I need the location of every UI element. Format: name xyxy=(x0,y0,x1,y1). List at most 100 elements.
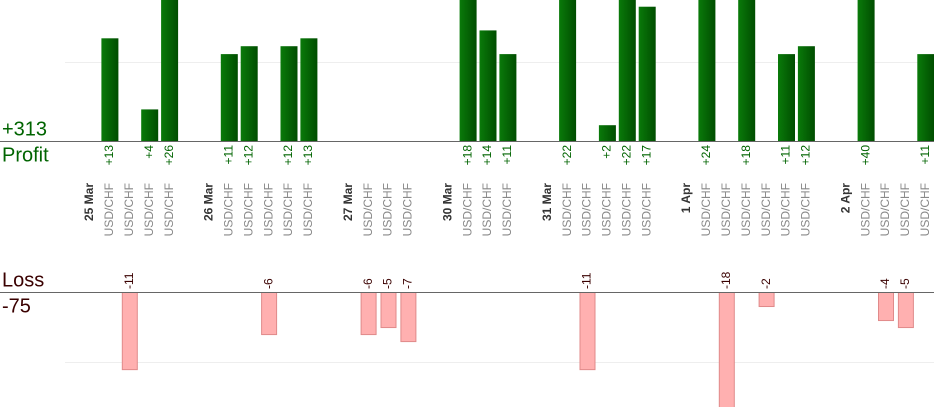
loss-bar xyxy=(261,292,278,336)
loss-total: -75 xyxy=(2,295,31,317)
profit-total: +313 xyxy=(2,118,47,140)
profit-bar xyxy=(101,38,119,141)
value-label: +11 xyxy=(500,145,514,165)
loss-bar xyxy=(400,292,417,343)
profit-bar xyxy=(559,0,577,141)
value-label: -5 xyxy=(898,278,912,289)
symbol-label: USD/CHF xyxy=(898,183,912,236)
value-label: +2 xyxy=(600,145,614,159)
symbol-label: USD/CHF xyxy=(580,183,594,236)
symbol-label: USD/CHF xyxy=(241,183,255,236)
profit-bar xyxy=(141,109,159,141)
value-label: +14 xyxy=(480,145,494,166)
symbol-label: USD/CHF xyxy=(560,183,574,236)
symbol-label: USD/CHF xyxy=(878,183,892,236)
loss-bar xyxy=(579,292,596,371)
value-label: +12 xyxy=(281,145,295,166)
loss-label: Loss xyxy=(2,269,44,291)
date-label: 27 Mar xyxy=(341,183,355,221)
value-label: +4 xyxy=(142,145,156,159)
value-label: +17 xyxy=(639,145,653,166)
profit-bar xyxy=(220,54,238,141)
value-label: +12 xyxy=(799,145,813,166)
value-label: +13 xyxy=(102,145,116,166)
value-label: +24 xyxy=(699,145,713,166)
symbol-label: USD/CHF xyxy=(918,183,932,236)
profit-bar xyxy=(917,54,934,141)
profit-bar xyxy=(499,54,517,141)
symbol-label: USD/CHF xyxy=(639,183,653,236)
loss-bar xyxy=(897,292,914,329)
profit-bar xyxy=(479,30,497,141)
value-label: -18 xyxy=(719,271,733,289)
profit-bar xyxy=(459,0,477,141)
symbol-label: USD/CHF xyxy=(858,183,872,236)
date-label: 1 Apr xyxy=(679,183,693,214)
date-label: 30 Mar xyxy=(440,183,454,221)
profit-bar xyxy=(698,0,716,141)
value-label: -11 xyxy=(122,272,136,289)
value-label: +11 xyxy=(918,145,932,165)
value-label: +18 xyxy=(460,145,474,166)
symbol-label: USD/CHF xyxy=(361,183,375,236)
value-label: +22 xyxy=(560,145,574,166)
symbol-label: USD/CHF xyxy=(401,183,415,236)
symbol-label: USD/CHF xyxy=(142,183,156,236)
symbol-label: USD/CHF xyxy=(221,183,235,236)
date-label: 31 Mar xyxy=(540,183,554,221)
loss-bar xyxy=(121,292,138,371)
value-label: +18 xyxy=(739,145,753,166)
value-label: +40 xyxy=(858,145,872,166)
symbol-label: USD/CHF xyxy=(619,183,633,236)
profit-bar xyxy=(161,0,179,141)
value-label: -4 xyxy=(878,278,892,289)
symbol-label: USD/CHF xyxy=(779,183,793,236)
value-label: +12 xyxy=(241,145,255,166)
profit-bar xyxy=(300,38,318,141)
symbol-label: USD/CHF xyxy=(381,183,395,236)
symbol-label: USD/CHF xyxy=(281,183,295,236)
profit-bar xyxy=(598,125,616,141)
profit-bar xyxy=(778,54,795,141)
symbol-label: USD/CHF xyxy=(699,183,713,236)
date-label: 25 Mar xyxy=(82,183,96,221)
symbol-label: USD/CHF xyxy=(261,183,275,236)
loss-bar xyxy=(380,292,397,329)
symbol-label: USD/CHF xyxy=(460,183,474,236)
profit-bar xyxy=(240,46,258,141)
value-label: -5 xyxy=(381,278,395,289)
profit-bar xyxy=(797,46,815,141)
value-label: +26 xyxy=(162,145,176,166)
value-label: +11 xyxy=(779,145,793,165)
symbol-label: USD/CHF xyxy=(301,183,315,236)
loss-bar xyxy=(718,292,735,407)
loss-bar xyxy=(360,292,377,336)
value-label: -7 xyxy=(401,278,415,289)
symbol-label: USD/CHF xyxy=(739,183,753,236)
profit-label: Profit xyxy=(2,144,49,166)
value-label: -6 xyxy=(261,278,275,289)
symbol-label: USD/CHF xyxy=(122,183,136,236)
date-label: 26 Mar xyxy=(202,183,216,221)
profit-bar xyxy=(638,6,656,141)
value-label: -2 xyxy=(759,278,773,289)
loss-bar xyxy=(878,292,894,322)
symbol-label: USD/CHF xyxy=(102,183,116,236)
loss-bar xyxy=(758,292,775,308)
symbol-label: USD/CHF xyxy=(600,183,614,236)
profit-bar xyxy=(857,0,875,141)
symbol-label: USD/CHF xyxy=(480,183,494,236)
value-label: +13 xyxy=(301,145,315,166)
profit-bar xyxy=(618,0,636,141)
profit-bar xyxy=(280,46,298,141)
symbol-label: USD/CHF xyxy=(759,183,773,236)
date-label: 2 Apr xyxy=(838,183,852,214)
symbol-label: USD/CHF xyxy=(500,183,514,236)
symbol-label: USD/CHF xyxy=(162,183,176,236)
value-label: -11 xyxy=(580,272,594,289)
value-label: +11 xyxy=(221,145,235,165)
value-label: +22 xyxy=(619,145,633,166)
symbol-label: USD/CHF xyxy=(719,183,733,236)
value-label: -6 xyxy=(361,278,375,289)
